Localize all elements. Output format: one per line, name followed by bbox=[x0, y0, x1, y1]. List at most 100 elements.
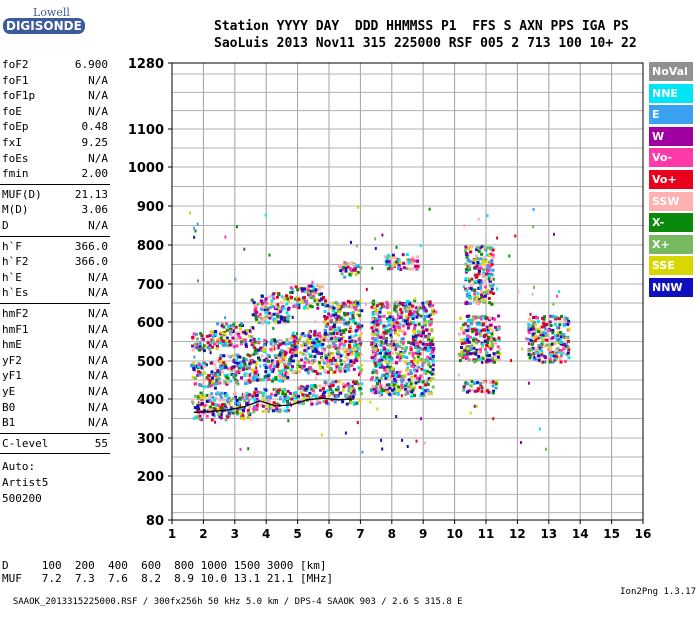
echo-point bbox=[323, 302, 327, 306]
echo-point bbox=[473, 292, 477, 296]
echo-point bbox=[318, 352, 322, 355]
echo-point bbox=[493, 325, 497, 329]
echo-point bbox=[426, 334, 430, 338]
echo-point bbox=[324, 359, 328, 363]
echo-point bbox=[299, 385, 303, 389]
echo-point bbox=[337, 346, 341, 350]
echo-point bbox=[222, 402, 226, 406]
echo-point bbox=[497, 314, 501, 318]
echo-point bbox=[210, 361, 214, 365]
param-name: hmF1 bbox=[2, 322, 29, 336]
echo-point bbox=[260, 354, 264, 358]
echo-point bbox=[197, 370, 200, 374]
echo-point bbox=[194, 229, 197, 233]
echo-point bbox=[347, 389, 351, 393]
echo-point bbox=[423, 360, 427, 364]
echo-point bbox=[291, 352, 294, 355]
echo-point bbox=[219, 354, 222, 358]
echo-point bbox=[289, 291, 293, 295]
echo-point bbox=[466, 320, 470, 324]
echo-point bbox=[269, 348, 273, 351]
echo-point bbox=[328, 356, 332, 360]
echo-point bbox=[373, 321, 377, 325]
legend-item: NNE bbox=[649, 83, 693, 103]
echo-point bbox=[552, 354, 556, 358]
echo-point bbox=[284, 342, 288, 346]
echo-point bbox=[323, 310, 327, 313]
echo-point bbox=[538, 427, 541, 431]
echo-point bbox=[346, 357, 350, 361]
echo-point bbox=[424, 346, 427, 350]
echo-point bbox=[280, 349, 284, 353]
echo-point bbox=[391, 380, 395, 384]
echo-point bbox=[371, 313, 375, 317]
echo-point bbox=[229, 333, 233, 337]
echo-point bbox=[313, 344, 316, 348]
echo-point bbox=[337, 336, 341, 340]
echo-point bbox=[348, 336, 352, 340]
echo-point bbox=[303, 334, 307, 338]
echo-point bbox=[233, 392, 237, 396]
echo-point bbox=[459, 326, 463, 330]
echo-point bbox=[192, 361, 196, 365]
echo-point bbox=[414, 381, 418, 385]
echo-point bbox=[430, 372, 434, 376]
echo-point bbox=[243, 379, 247, 383]
echo-point bbox=[313, 346, 317, 350]
echo-point bbox=[430, 339, 434, 343]
echo-point bbox=[548, 357, 552, 361]
echo-point bbox=[202, 406, 206, 409]
echo-point bbox=[465, 356, 469, 360]
echo-point bbox=[355, 322, 359, 326]
echo-point bbox=[404, 309, 408, 313]
echo-point bbox=[416, 355, 420, 359]
echo-point bbox=[400, 383, 404, 387]
echo-point bbox=[341, 268, 345, 272]
echo-point bbox=[514, 234, 517, 238]
echo-point bbox=[485, 316, 489, 320]
echo-point bbox=[292, 304, 296, 308]
echo-point bbox=[271, 345, 274, 349]
x-tick-label: 9 bbox=[419, 527, 427, 541]
echo-point bbox=[325, 324, 329, 328]
echo-point bbox=[262, 301, 266, 304]
echo-point bbox=[559, 360, 563, 364]
echo-point bbox=[490, 287, 494, 291]
echo-point bbox=[410, 390, 414, 394]
echo-point bbox=[332, 345, 336, 349]
echo-point bbox=[278, 369, 282, 373]
echo-point bbox=[421, 329, 425, 333]
echo-point bbox=[222, 366, 225, 370]
echo-point bbox=[318, 366, 322, 370]
echo-point bbox=[346, 265, 350, 269]
echo-point bbox=[191, 364, 195, 368]
echo-point bbox=[241, 330, 245, 334]
x-tick-label: 12 bbox=[509, 527, 526, 541]
echo-point bbox=[472, 346, 476, 350]
echo-point bbox=[235, 344, 239, 348]
echo-point bbox=[370, 305, 374, 309]
echo-point bbox=[473, 299, 477, 303]
echo-point bbox=[277, 344, 281, 348]
echo-point bbox=[394, 339, 398, 343]
echo-point bbox=[216, 337, 220, 341]
echo-point bbox=[477, 323, 481, 327]
echo-point bbox=[324, 380, 328, 384]
echo-point bbox=[410, 258, 414, 262]
echo-point bbox=[218, 356, 222, 360]
echo-point bbox=[251, 326, 254, 330]
echo-point bbox=[293, 400, 297, 404]
echo-point bbox=[385, 302, 389, 306]
echo-point bbox=[196, 222, 199, 226]
echo-point bbox=[413, 323, 417, 327]
echo-point bbox=[331, 334, 335, 338]
echo-point bbox=[287, 342, 291, 346]
echo-point bbox=[220, 391, 224, 395]
echo-point bbox=[348, 340, 352, 344]
echo-point bbox=[352, 263, 356, 267]
echo-point bbox=[218, 341, 222, 345]
echo-point bbox=[493, 360, 496, 364]
param-value: 366.0 bbox=[74, 255, 108, 269]
echo-point bbox=[293, 396, 297, 400]
echo-point bbox=[219, 413, 223, 416]
